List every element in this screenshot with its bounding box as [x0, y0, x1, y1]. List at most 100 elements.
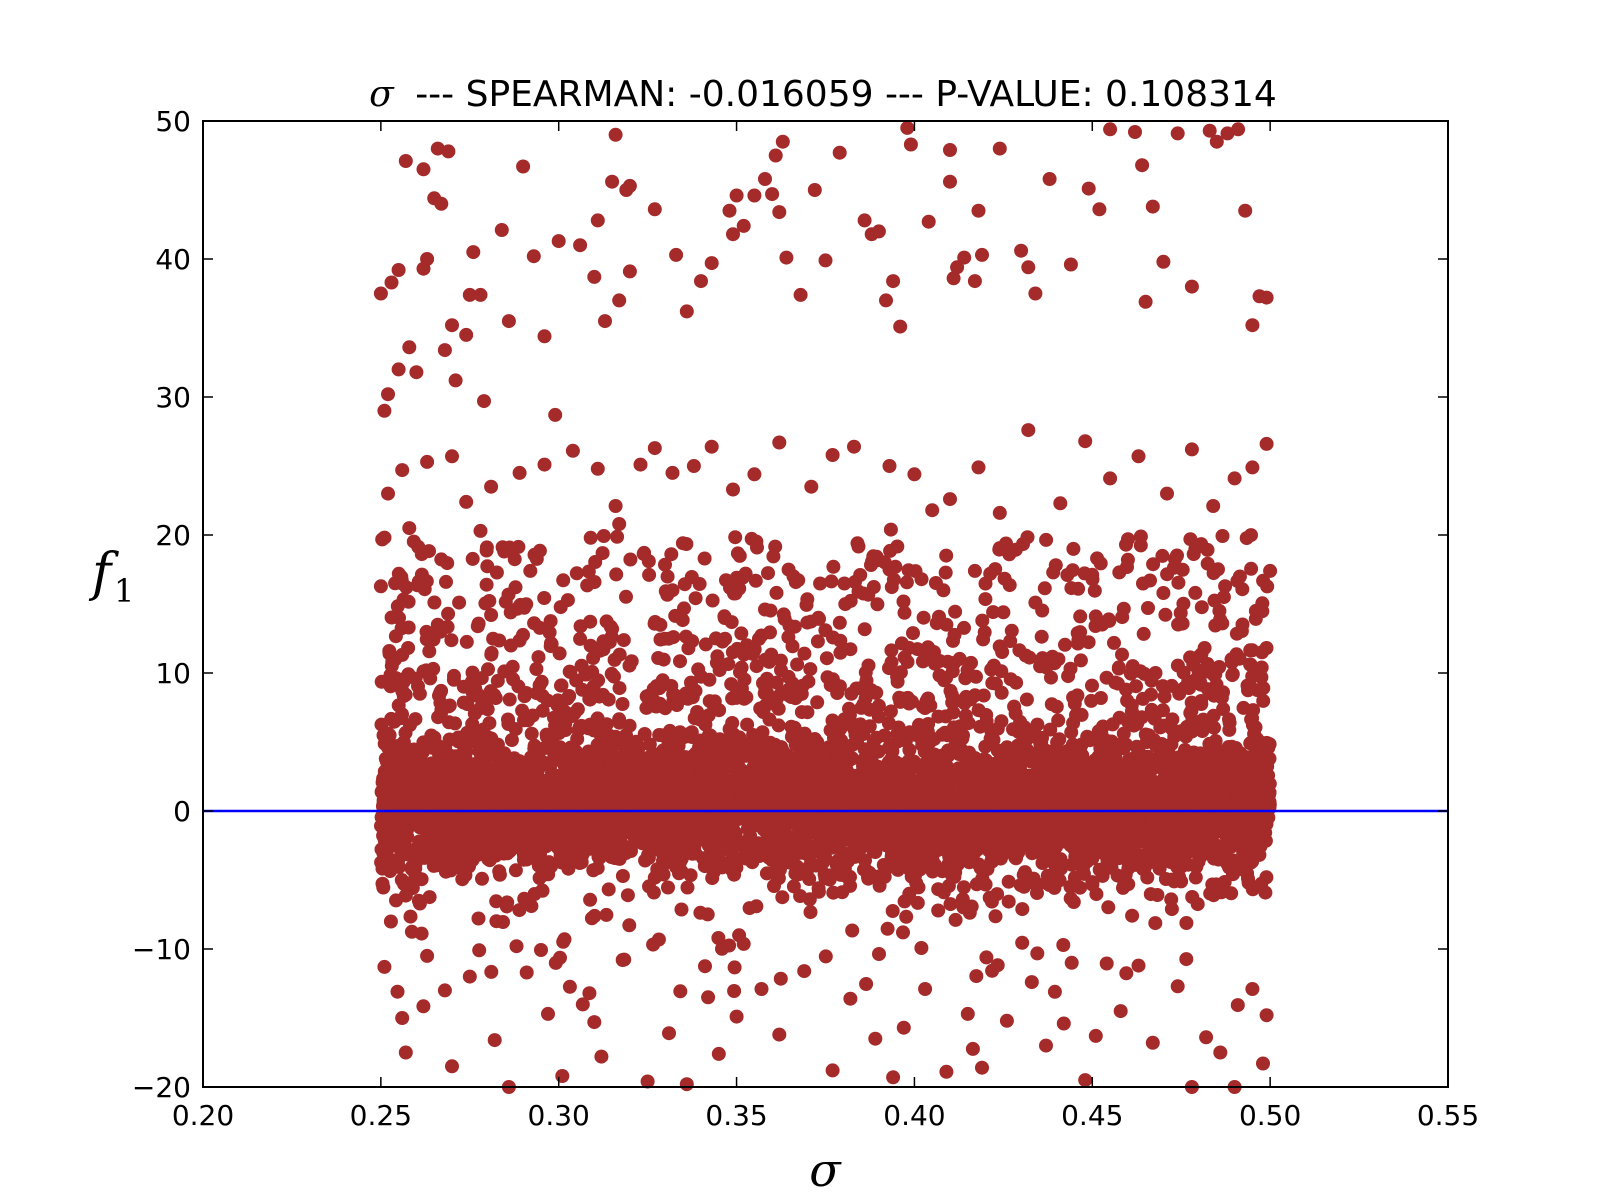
data-point: [449, 828, 464, 843]
data-point: [788, 810, 802, 825]
data-point: [1203, 836, 1218, 850]
data-point: [1066, 541, 1081, 556]
data-point: [914, 782, 929, 797]
data-point: [435, 820, 450, 835]
data-point: [683, 868, 698, 883]
data-point: [508, 722, 523, 737]
data-point: [1008, 843, 1023, 857]
data-point: [900, 860, 915, 875]
data-point: [1258, 885, 1273, 900]
data-point: [507, 552, 522, 567]
data-point: [573, 631, 588, 646]
data-point: [389, 762, 404, 777]
data-point: [1071, 837, 1086, 852]
data-point: [508, 863, 523, 878]
data-point: [990, 743, 1005, 758]
data-point: [1140, 826, 1155, 841]
chart-title: σ --- SPEARMAN: -0.016059 --- P-VALUE: 0…: [369, 74, 1277, 115]
data-point: [1018, 822, 1032, 837]
data-point: [1216, 842, 1231, 857]
data-point: [1240, 866, 1255, 881]
data-point: [1110, 868, 1125, 883]
data-point: [583, 892, 598, 907]
data-point: [1191, 854, 1206, 869]
data-point: [979, 950, 994, 965]
data-point: [489, 894, 504, 909]
data-point: [737, 835, 752, 850]
data-point: [420, 798, 435, 813]
data-point: [909, 876, 924, 890]
data-point: [746, 728, 761, 742]
data-point: [1001, 874, 1016, 889]
data-point: [620, 888, 635, 903]
data-point: [1171, 575, 1186, 590]
data-point: [988, 909, 1003, 924]
data-point: [856, 758, 870, 773]
data-point: [1027, 813, 1042, 828]
data-point: [899, 909, 914, 924]
data-point: [500, 780, 515, 795]
data-point: [1013, 878, 1028, 892]
data-point: [706, 865, 721, 880]
data-point: [897, 839, 912, 854]
data-point: [544, 859, 559, 874]
data-point: [506, 814, 521, 829]
data-point: [462, 859, 476, 874]
data-point: [1044, 850, 1059, 865]
data-point: [1044, 697, 1059, 712]
data-point: [646, 937, 661, 952]
data-point: [982, 825, 997, 840]
data-point: [951, 849, 966, 864]
data-point: [1225, 853, 1240, 868]
data-point: [742, 901, 757, 916]
data-point: [858, 853, 872, 868]
data-point: [642, 737, 657, 752]
data-point: [686, 832, 701, 847]
data-point: [702, 727, 716, 742]
data-point: [635, 824, 650, 839]
data-point: [1116, 880, 1130, 895]
data-point: [1148, 916, 1163, 931]
data-point: [843, 878, 858, 893]
data-point: [995, 787, 1009, 802]
data-point: [910, 895, 925, 910]
data-point: [1197, 752, 1212, 767]
data-point: [969, 877, 984, 892]
data-point: [575, 997, 590, 1012]
data-point: [931, 903, 946, 918]
data-point: [1244, 846, 1259, 861]
data-point: [1249, 822, 1264, 837]
data-point: [936, 885, 951, 900]
data-point: [1072, 820, 1087, 835]
data-point: [847, 836, 862, 851]
data-point: [1099, 956, 1114, 971]
data-point: [448, 716, 462, 731]
data-point: [1179, 952, 1194, 967]
data-point: [521, 818, 536, 833]
data-point: [1225, 668, 1240, 683]
data-point: [868, 845, 883, 860]
data-point: [669, 860, 684, 875]
data-point: [471, 911, 486, 926]
data-point: [575, 812, 590, 826]
data-point: [1143, 887, 1158, 902]
data-point: [1130, 818, 1145, 833]
data-point: [524, 726, 539, 741]
data-point: [767, 879, 781, 893]
data-point: [599, 907, 614, 922]
data-point: [956, 880, 971, 895]
data-point: [848, 818, 863, 833]
data-point: [554, 855, 569, 870]
data-point: [383, 914, 398, 929]
data-point: [621, 840, 636, 855]
data-point: [575, 682, 590, 697]
data-point: [499, 825, 514, 840]
chart-title-symbol: σ: [369, 74, 395, 115]
data-point: [383, 864, 398, 879]
data-point: [666, 821, 681, 835]
data-point: [1073, 653, 1088, 668]
data-point: [845, 923, 860, 938]
data-point: [1188, 870, 1203, 885]
data-point: [375, 783, 390, 798]
data-point: [585, 840, 599, 855]
